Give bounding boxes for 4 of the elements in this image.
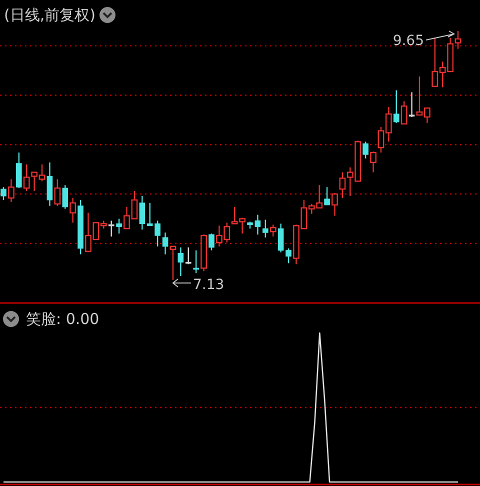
chart-title: 笑脸: 0.00 bbox=[26, 310, 100, 328]
annotation: 9.65 bbox=[392, 33, 424, 49]
annotation: 7.13 bbox=[192, 277, 224, 293]
chart-title: (日线,前复权) bbox=[4, 6, 96, 24]
